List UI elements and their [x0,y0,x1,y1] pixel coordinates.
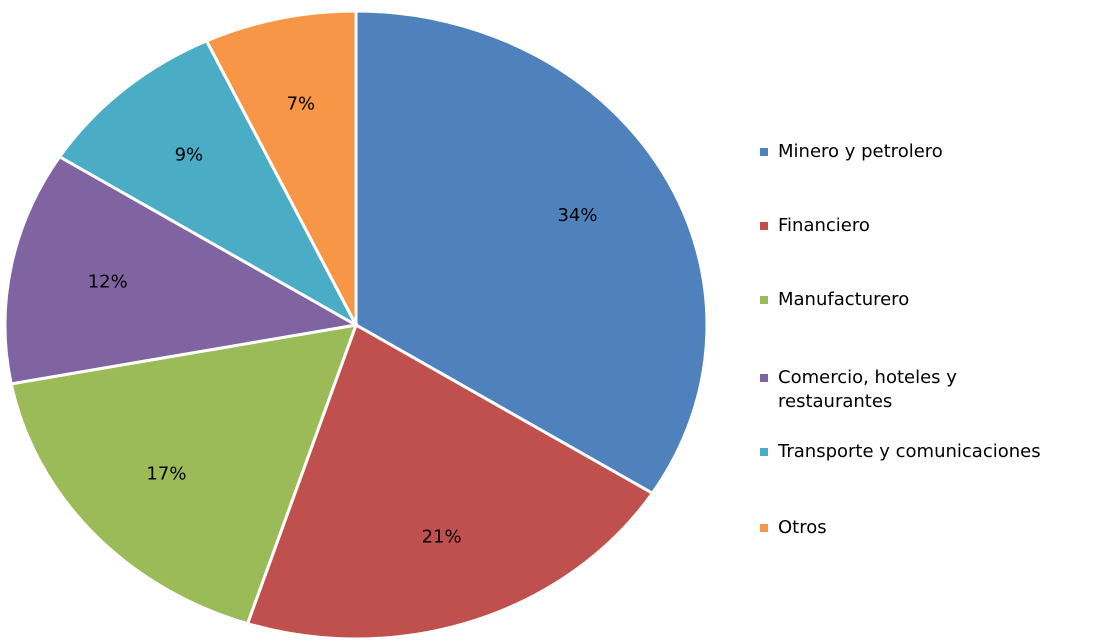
legend-item: Financiero [760,214,1103,238]
pie-slice [204,9,358,326]
legend-item: Transporte y comunicaciones [760,440,1103,464]
legend-swatch [760,448,768,456]
legend-label: Comercio, hoteles y restaurantes [778,367,957,412]
legend-item: Minero y petrolero [760,140,1103,164]
data-label: 12% [88,272,128,293]
legend-item: Otros [760,516,1103,540]
legend-label: Financiero [778,215,870,236]
data-label: 34% [557,205,597,226]
data-label: 9% [175,144,204,165]
pie-slice [245,322,655,641]
data-label: 7% [287,93,316,114]
legend-swatch [760,374,768,382]
legend-label: Manufacturero [778,289,910,310]
legend-swatch [760,524,768,532]
pie-slice [354,9,709,496]
legend-swatch [760,296,768,304]
legend-item: Comercio, hoteles y restaurantes [760,366,1103,414]
legend-label: Otros [778,517,827,538]
pie-slice [3,154,361,386]
legend-swatch [760,148,768,156]
legend-swatch [760,222,768,230]
pie: 34% 21% 17% 12% 9% 7% [3,9,709,641]
legend-label: Minero y petrolero [778,141,943,162]
pie-slice [57,38,360,329]
pie-slice [9,323,359,626]
legend-label: Transporte y comunicaciones [778,441,1041,462]
data-label: 17% [146,464,186,485]
data-label: 21% [422,527,462,548]
legend-item: Manufacturero [760,288,1103,312]
